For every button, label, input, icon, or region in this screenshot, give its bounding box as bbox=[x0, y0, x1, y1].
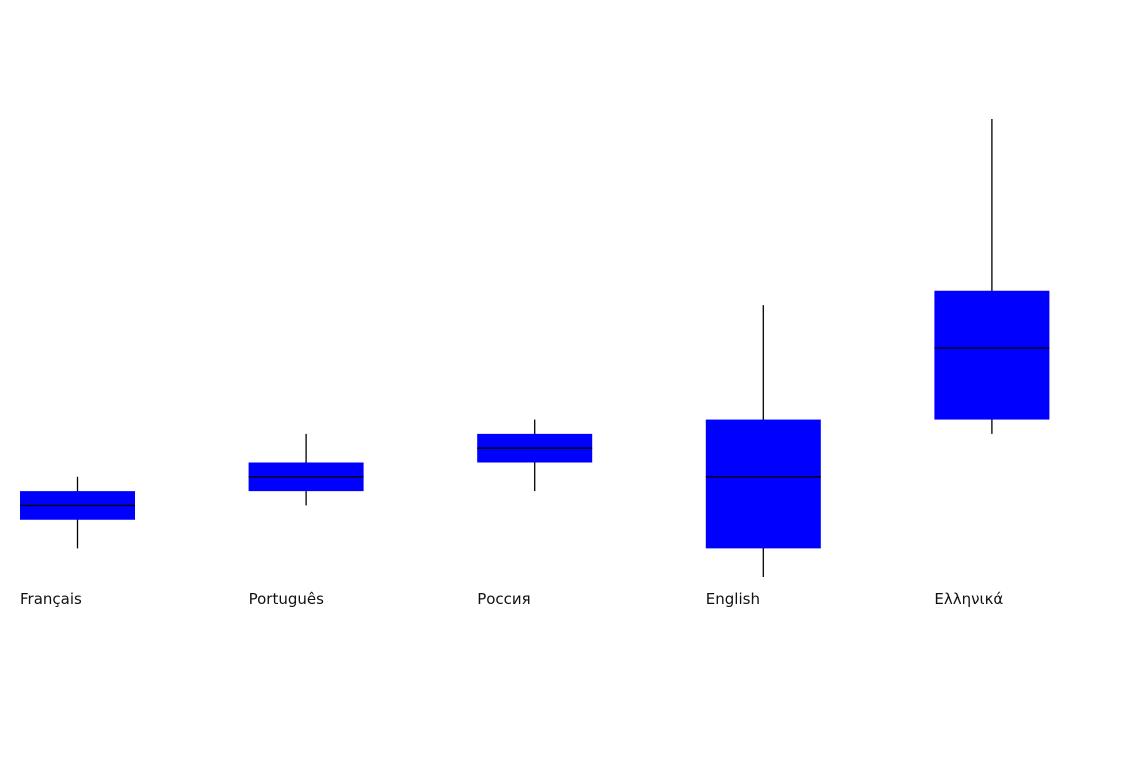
category-label-3: Россия bbox=[477, 590, 531, 608]
box-5 bbox=[934, 119, 1050, 434]
category-label-4: English bbox=[706, 590, 760, 608]
box-4 bbox=[705, 305, 821, 577]
category-label-5: Ελληνικά bbox=[934, 590, 1003, 608]
category-labels: Français Português Россия English Ελληνικά bbox=[20, 590, 1003, 608]
box-plot-marks bbox=[20, 119, 1050, 577]
box-2 bbox=[248, 433, 364, 506]
category-label-1: Français bbox=[20, 590, 82, 608]
box-3 bbox=[477, 419, 593, 492]
box-4-iqr-box bbox=[705, 419, 821, 549]
box-1 bbox=[20, 476, 135, 549]
category-label-2: Português bbox=[249, 590, 325, 608]
box-5-iqr-box bbox=[934, 290, 1050, 420]
